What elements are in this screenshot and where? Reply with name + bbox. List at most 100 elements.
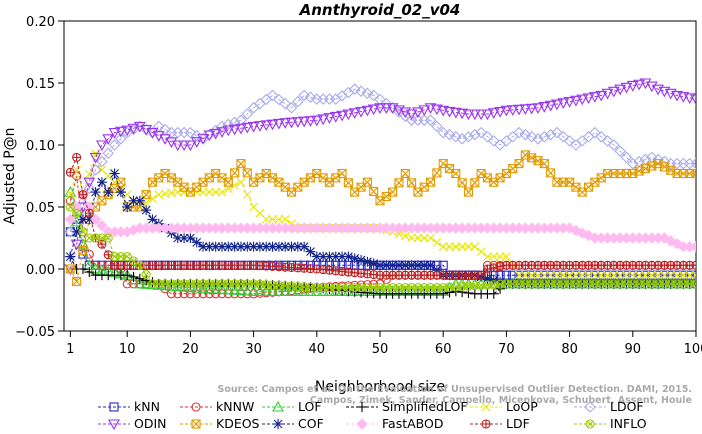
legend-marker	[109, 402, 119, 412]
data-point	[336, 110, 349, 122]
data-point	[487, 135, 500, 147]
data-point	[203, 282, 216, 294]
series-odin	[64, 78, 696, 276]
data-point	[204, 289, 214, 299]
axes: −0.05 0.00 0.05 0.10 0.15 0.20 1 10 20 30 40 50 60 70…	[15, 15, 702, 357]
data-point	[102, 147, 115, 160]
data-point	[647, 279, 657, 289]
data-point	[89, 152, 102, 164]
data-point	[310, 115, 323, 127]
x-tick-label: 100	[684, 342, 702, 357]
data-point	[253, 285, 266, 296]
data-point	[198, 279, 208, 289]
data-point	[538, 130, 551, 143]
data-point	[190, 137, 203, 148]
data-point	[223, 177, 233, 187]
data-point	[672, 279, 682, 289]
data-point	[393, 260, 404, 271]
data-point	[72, 152, 82, 162]
data-point	[147, 279, 158, 289]
data-point	[666, 279, 676, 289]
data-point	[261, 215, 271, 224]
data-point	[468, 109, 481, 121]
data-point	[171, 140, 184, 152]
data-point	[248, 241, 259, 252]
data-point	[691, 260, 696, 270]
data-point	[298, 285, 311, 296]
data-point	[90, 187, 101, 198]
data-point	[588, 92, 601, 103]
data-point	[242, 168, 252, 178]
data-point	[691, 270, 696, 280]
data-point	[394, 178, 404, 188]
legend-marker	[585, 419, 595, 429]
y-tick-label: 0.00	[26, 263, 55, 278]
data-point	[367, 104, 380, 116]
data-point	[508, 279, 518, 289]
data-point	[388, 187, 398, 197]
data-point	[443, 128, 456, 141]
data-point	[356, 283, 366, 293]
data-point	[513, 104, 525, 116]
data-point	[456, 108, 469, 120]
data-point	[633, 79, 646, 91]
data-point	[394, 229, 404, 239]
data-point	[565, 279, 575, 289]
data-point	[527, 270, 537, 280]
data-point	[184, 140, 197, 152]
data-point	[533, 270, 543, 280]
data-point	[482, 280, 492, 290]
data-point	[179, 289, 189, 299]
data-point	[369, 283, 379, 293]
data-point	[451, 282, 461, 292]
data-point	[166, 279, 176, 289]
data-point	[312, 283, 322, 293]
data-point	[286, 281, 297, 291]
legend-label: SimplifiedLOF	[382, 399, 468, 414]
data-point	[476, 247, 486, 257]
data-point	[495, 279, 505, 289]
data-point	[437, 105, 450, 117]
data-point	[317, 114, 330, 126]
data-point	[475, 126, 487, 139]
data-point	[247, 121, 260, 133]
series-line	[69, 88, 696, 233]
data-point	[178, 140, 191, 152]
data-point	[266, 119, 279, 131]
data-point	[520, 270, 530, 280]
data-point	[609, 270, 619, 280]
data-point	[141, 205, 152, 216]
data-point	[425, 260, 436, 271]
x-tick-label: 10	[119, 342, 136, 357]
data-point	[230, 168, 240, 178]
data-point	[274, 280, 284, 290]
legend-label: kNNW	[216, 399, 254, 414]
data-point	[380, 103, 393, 114]
data-point	[185, 279, 195, 289]
data-point	[374, 103, 386, 114]
data-point	[337, 168, 347, 179]
data-point	[424, 103, 437, 114]
data-point	[489, 280, 499, 290]
data-point	[179, 233, 190, 243]
data-point	[419, 233, 429, 243]
data-point	[405, 109, 418, 121]
data-point	[318, 251, 329, 262]
data-point	[184, 126, 197, 139]
data-point	[451, 168, 461, 179]
data-point	[647, 270, 657, 280]
legend-item-simplifiedlof: SimplifiedLOF	[346, 399, 468, 414]
legend-label: LDOF	[610, 399, 644, 414]
legend-label: KDEOS	[216, 416, 260, 431]
data-point	[400, 231, 410, 241]
y-tick-label: 0.15	[26, 77, 55, 92]
data-point	[381, 283, 391, 293]
data-point	[601, 88, 614, 100]
data-point	[305, 282, 316, 292]
credit-line-1: Source: Campos et al. On the Evaluation …	[218, 384, 692, 395]
data-point	[291, 117, 304, 128]
data-point	[102, 134, 115, 145]
y-tick-label: 0.10	[26, 139, 55, 154]
data-point	[569, 95, 582, 107]
